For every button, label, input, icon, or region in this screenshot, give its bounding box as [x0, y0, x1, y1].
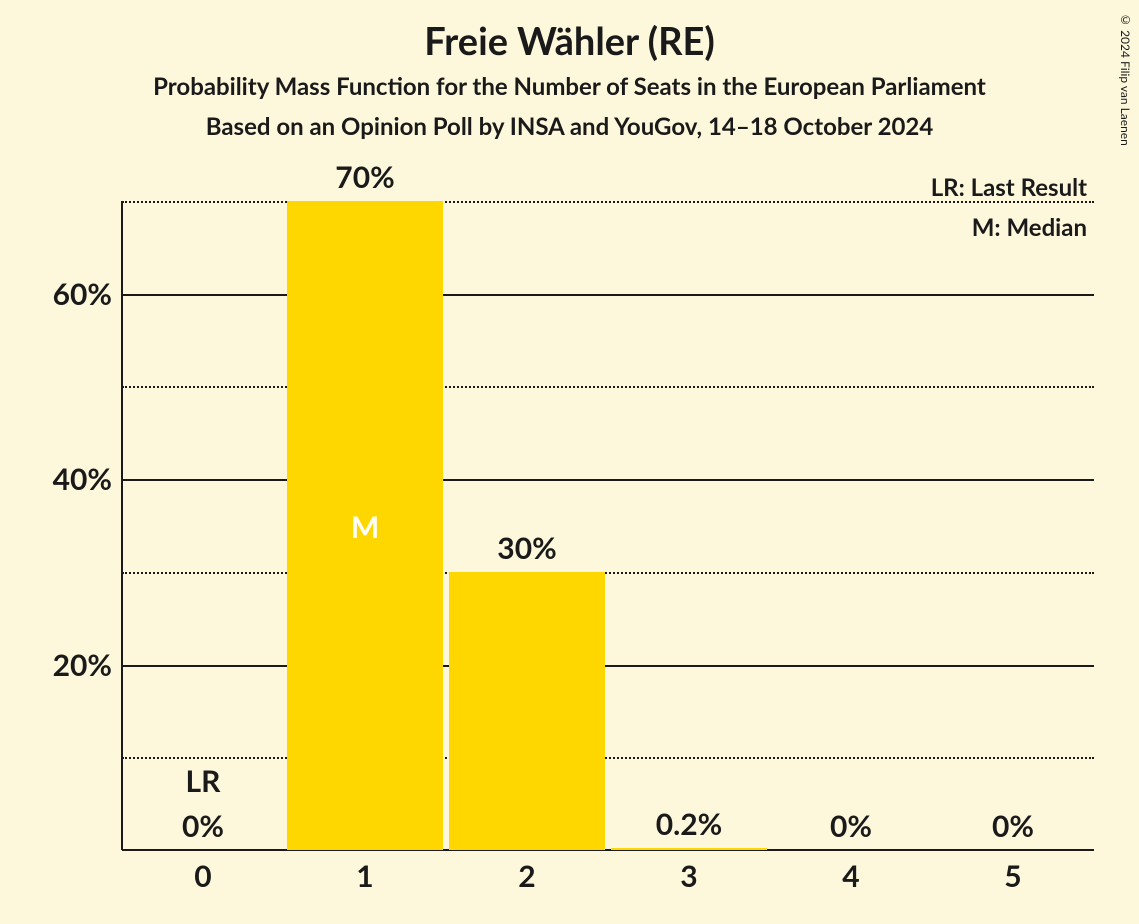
legend-lr: LR: Last Result — [931, 173, 1087, 202]
bar-value-label: 30% — [497, 530, 556, 566]
gridline-major — [122, 665, 1094, 667]
bar — [449, 572, 605, 850]
x-axis-tick-label: 0 — [194, 858, 211, 894]
bar-value-label: 70% — [335, 159, 394, 195]
x-axis-tick-label: 4 — [842, 858, 859, 894]
x-axis-tick-label: 3 — [680, 858, 697, 894]
gridline-minor — [122, 201, 1094, 203]
bar-value-label: 0% — [992, 808, 1034, 844]
chart-subtitle-1: Probability Mass Function for the Number… — [0, 72, 1139, 101]
y-axis-tick-label: 40% — [53, 461, 112, 497]
bar-value-label: 0% — [830, 808, 872, 844]
x-axis-tick-label: 5 — [1004, 858, 1021, 894]
bar-value-label: 0.2% — [656, 806, 723, 842]
x-axis-line — [122, 849, 1094, 851]
median-marker: M — [351, 509, 379, 545]
copyright-text: © 2024 Filip van Laenen — [1118, 12, 1133, 146]
y-axis-line — [121, 201, 123, 850]
gridline-major — [122, 294, 1094, 296]
bar — [611, 848, 767, 850]
y-axis-tick-label: 20% — [53, 647, 112, 683]
gridline-major — [122, 479, 1094, 481]
chart-title: Freie Wähler (RE) — [0, 18, 1139, 64]
x-axis-tick-label: 1 — [356, 858, 373, 894]
chart-plot-area: 20%40%60%0%LR070%M130%20.2%30%40%5 — [122, 201, 1094, 850]
y-axis-tick-label: 60% — [53, 276, 112, 312]
gridline-minor — [122, 572, 1094, 574]
bar-value-label: 0% — [182, 808, 224, 844]
gridline-minor — [122, 757, 1094, 759]
x-axis-tick-label: 2 — [518, 858, 535, 894]
chart-subtitle-2: Based on an Opinion Poll by INSA and You… — [0, 112, 1139, 141]
lr-marker: LR — [186, 763, 221, 799]
gridline-minor — [122, 386, 1094, 388]
